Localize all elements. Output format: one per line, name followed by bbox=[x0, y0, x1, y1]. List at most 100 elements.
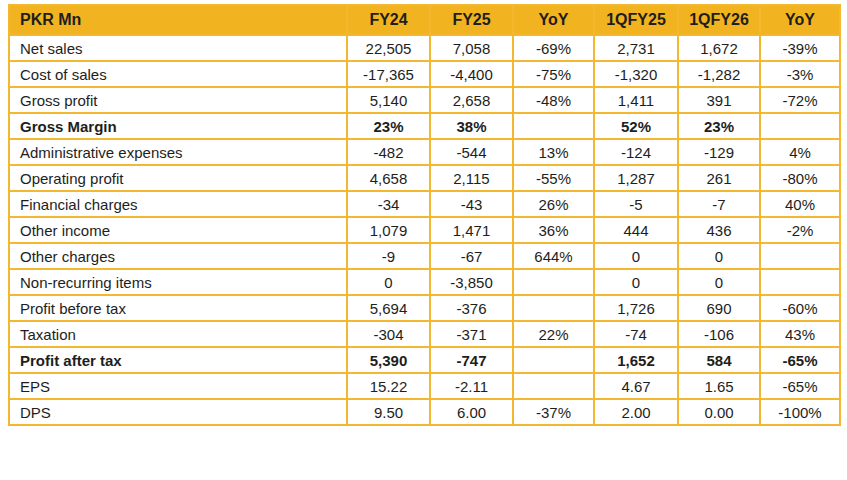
table-row: Financial charges-34-4326%-5-740% bbox=[9, 191, 840, 217]
financial-statement-table: PKR Mn FY24 FY25 YoY 1QFY25 1QFY26 YoY N… bbox=[8, 4, 839, 426]
table-cell: -1,320 bbox=[594, 61, 678, 87]
table-cell: 690 bbox=[678, 295, 760, 321]
table-cell: 2.00 bbox=[594, 399, 678, 425]
table-cell bbox=[513, 347, 594, 373]
table-cell: 43% bbox=[760, 321, 840, 347]
table-row: Gross profit5,1402,658-48%1,411391-72% bbox=[9, 87, 840, 113]
table-cell: 0 bbox=[594, 269, 678, 295]
table-cell: -371 bbox=[430, 321, 513, 347]
table-cell: -106 bbox=[678, 321, 760, 347]
table-cell: 0.00 bbox=[678, 399, 760, 425]
column-header-1qfy25: 1QFY25 bbox=[594, 5, 678, 35]
row-label: Profit before tax bbox=[9, 295, 347, 321]
table-cell: -124 bbox=[594, 139, 678, 165]
table-cell bbox=[760, 243, 840, 269]
table-cell: 7,058 bbox=[430, 35, 513, 61]
table-cell: -17,365 bbox=[347, 61, 430, 87]
table-row: Taxation-304-37122%-74-10643% bbox=[9, 321, 840, 347]
table-cell: 38% bbox=[430, 113, 513, 139]
table-cell: 1,726 bbox=[594, 295, 678, 321]
table-cell: -37% bbox=[513, 399, 594, 425]
row-label: Profit after tax bbox=[9, 347, 347, 373]
table-cell: 5,390 bbox=[347, 347, 430, 373]
table-cell: -65% bbox=[760, 347, 840, 373]
table-cell bbox=[513, 113, 594, 139]
row-label: Taxation bbox=[9, 321, 347, 347]
table-cell: 1,411 bbox=[594, 87, 678, 113]
table-cell: 584 bbox=[678, 347, 760, 373]
table-cell: 391 bbox=[678, 87, 760, 113]
table-cell: -9 bbox=[347, 243, 430, 269]
row-label: Non-recurring items bbox=[9, 269, 347, 295]
table-cell: 5,140 bbox=[347, 87, 430, 113]
table-cell: -2.11 bbox=[430, 373, 513, 399]
table-cell: -67 bbox=[430, 243, 513, 269]
table-cell: -69% bbox=[513, 35, 594, 61]
table-cell: 15.22 bbox=[347, 373, 430, 399]
table-cell: 23% bbox=[678, 113, 760, 139]
table-cell: 4,658 bbox=[347, 165, 430, 191]
table-cell: -5 bbox=[594, 191, 678, 217]
table-cell: 36% bbox=[513, 217, 594, 243]
table-cell: -100% bbox=[760, 399, 840, 425]
table-cell: 52% bbox=[594, 113, 678, 139]
table-cell: -34 bbox=[347, 191, 430, 217]
table-cell: 13% bbox=[513, 139, 594, 165]
row-label: Cost of sales bbox=[9, 61, 347, 87]
table-cell: 23% bbox=[347, 113, 430, 139]
table-cell: -72% bbox=[760, 87, 840, 113]
table-cell: 1,471 bbox=[430, 217, 513, 243]
table-cell: -376 bbox=[430, 295, 513, 321]
table-cell: 2,658 bbox=[430, 87, 513, 113]
table-cell: -80% bbox=[760, 165, 840, 191]
column-header-yoy-quarter: YoY bbox=[760, 5, 840, 35]
table-row: Net sales22,5057,058-69%2,7311,672-39% bbox=[9, 35, 840, 61]
table-cell bbox=[760, 113, 840, 139]
table-cell: -7 bbox=[678, 191, 760, 217]
table-cell: -747 bbox=[430, 347, 513, 373]
table-cell: 261 bbox=[678, 165, 760, 191]
table-cell: -482 bbox=[347, 139, 430, 165]
column-header-fy24: FY24 bbox=[347, 5, 430, 35]
table-cell: 1,287 bbox=[594, 165, 678, 191]
table-row: Other income1,0791,47136%444436-2% bbox=[9, 217, 840, 243]
row-label: Gross Margin bbox=[9, 113, 347, 139]
table-row: Administrative expenses-482-54413%-124-1… bbox=[9, 139, 840, 165]
table-cell: -60% bbox=[760, 295, 840, 321]
column-header-yoy: YoY bbox=[513, 5, 594, 35]
row-label: Financial charges bbox=[9, 191, 347, 217]
table-cell: 9.50 bbox=[347, 399, 430, 425]
income-statement-table: PKR Mn FY24 FY25 YoY 1QFY25 1QFY26 YoY N… bbox=[8, 4, 841, 426]
table-cell: 0 bbox=[594, 243, 678, 269]
table-cell: 22% bbox=[513, 321, 594, 347]
table-cell: 40% bbox=[760, 191, 840, 217]
table-cell: -4,400 bbox=[430, 61, 513, 87]
row-label: Other charges bbox=[9, 243, 347, 269]
table-cell: 2,731 bbox=[594, 35, 678, 61]
table-cell bbox=[513, 373, 594, 399]
table-cell: 0 bbox=[347, 269, 430, 295]
table-cell: -544 bbox=[430, 139, 513, 165]
table-row: Profit after tax5,390-747 1,652584-65% bbox=[9, 347, 840, 373]
table-row: Profit before tax5,694-3761,726690-60% bbox=[9, 295, 840, 321]
row-label: DPS bbox=[9, 399, 347, 425]
table-body: Net sales22,5057,058-69%2,7311,672-39%Co… bbox=[9, 35, 840, 425]
table-cell: 1,672 bbox=[678, 35, 760, 61]
table-row: Other charges-9-67644%00 bbox=[9, 243, 840, 269]
table-cell: 4.67 bbox=[594, 373, 678, 399]
table-row: DPS9.506.00-37%2.000.00-100% bbox=[9, 399, 840, 425]
table-cell: 436 bbox=[678, 217, 760, 243]
table-cell: 0 bbox=[678, 243, 760, 269]
row-label: EPS bbox=[9, 373, 347, 399]
table-cell: -3,850 bbox=[430, 269, 513, 295]
table-row: EPS15.22-2.114.671.65-65% bbox=[9, 373, 840, 399]
table-cell: -55% bbox=[513, 165, 594, 191]
table-cell: 2,115 bbox=[430, 165, 513, 191]
row-label: Gross profit bbox=[9, 87, 347, 113]
table-row: Operating profit4,6582,115-55%1,287261-8… bbox=[9, 165, 840, 191]
table-cell: 6.00 bbox=[430, 399, 513, 425]
table-cell: -1,282 bbox=[678, 61, 760, 87]
table-cell: 1,652 bbox=[594, 347, 678, 373]
table-cell: 22,505 bbox=[347, 35, 430, 61]
table-cell: -129 bbox=[678, 139, 760, 165]
